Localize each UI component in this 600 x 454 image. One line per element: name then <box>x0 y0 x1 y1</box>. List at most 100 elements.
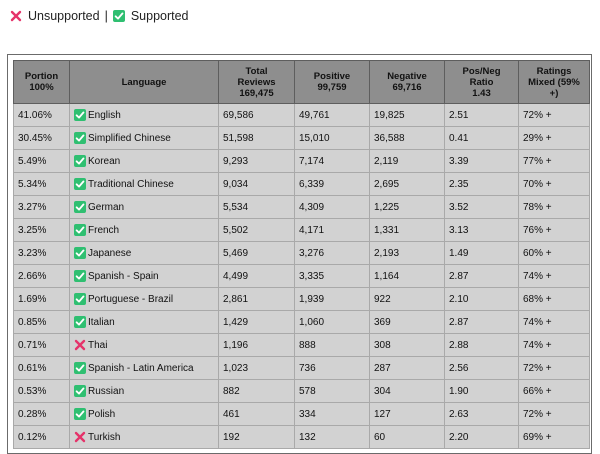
cell-pos-neg-ratio: 1.90 <box>444 379 519 403</box>
cell-positive: 49,761 <box>294 103 370 127</box>
green-check-icon <box>74 385 86 397</box>
cell-rating: 74% + <box>518 264 590 288</box>
cell-total-reviews: 69,586 <box>218 103 295 127</box>
cell-language: Spanish - Latin America <box>69 356 219 380</box>
green-check-icon <box>74 408 86 420</box>
header-ratings-mixed: Ratings Mixed (59% +) <box>518 60 590 104</box>
cell-language: Japanese <box>69 241 219 265</box>
cell-pos-neg-ratio: 3.39 <box>444 149 519 173</box>
table-row: 0.28% Polish 461 334 127 2.63 72% + <box>13 402 590 426</box>
cell-total-reviews: 51,598 <box>218 126 295 150</box>
header-total-reviews: Total Reviews 169,475 <box>218 60 295 104</box>
language-name: Spanish - Spain <box>88 270 159 282</box>
language-name: French <box>88 224 120 236</box>
cell-portion: 1.69% <box>13 287 70 311</box>
language-name: Turkish <box>88 431 121 443</box>
language-name: Traditional Chinese <box>88 178 174 190</box>
reviews-table-frame: Portion 100% Language Total Reviews 169,… <box>7 54 592 454</box>
cell-rating: 72% + <box>518 402 590 426</box>
cell-total-reviews: 2,861 <box>218 287 295 311</box>
cell-positive: 1,060 <box>294 310 370 334</box>
cell-negative: 60 <box>369 425 445 449</box>
cell-rating: 74% + <box>518 333 590 357</box>
red-cross-icon <box>10 10 22 22</box>
cell-total-reviews: 9,034 <box>218 172 295 196</box>
cell-language: Polish <box>69 402 219 426</box>
green-check-icon <box>74 293 86 305</box>
header-pos-neg-ratio: Pos/Neg Ratio 1.43 <box>444 60 519 104</box>
cell-language: Turkish <box>69 425 219 449</box>
cell-positive: 578 <box>294 379 370 403</box>
cell-positive: 132 <box>294 425 370 449</box>
cell-negative: 1,164 <box>369 264 445 288</box>
header-negative: Negative 69,716 <box>369 60 445 104</box>
cell-negative: 1,331 <box>369 218 445 242</box>
language-reviews-table: Portion 100% Language Total Reviews 169,… <box>13 60 590 449</box>
cell-positive: 4,309 <box>294 195 370 219</box>
cell-language: French <box>69 218 219 242</box>
cell-language: Italian <box>69 310 219 334</box>
cell-pos-neg-ratio: 2.87 <box>444 264 519 288</box>
cell-positive: 6,339 <box>294 172 370 196</box>
cell-pos-neg-ratio: 2.87 <box>444 310 519 334</box>
table-row: 5.49% Korean 9,293 7,174 2,119 3.39 77% + <box>13 149 590 173</box>
cell-negative: 127 <box>369 402 445 426</box>
cell-language: Thai <box>69 333 219 357</box>
language-name: Thai <box>88 339 108 351</box>
cell-rating: 69% + <box>518 425 590 449</box>
cell-rating: 72% + <box>518 356 590 380</box>
table-row: 3.27% German 5,534 4,309 1,225 3.52 78% + <box>13 195 590 219</box>
legend: Unsupported | Supported <box>10 9 189 23</box>
cell-language: English <box>69 103 219 127</box>
cell-pos-neg-ratio: 1.49 <box>444 241 519 265</box>
table-row: 30.45% Simplified Chinese 51,598 15,010 36,5… <box>13 126 590 150</box>
cell-portion: 0.85% <box>13 310 70 334</box>
language-name: Italian <box>88 316 115 328</box>
red-cross-icon <box>74 431 86 443</box>
cell-portion: 3.23% <box>13 241 70 265</box>
cell-negative: 287 <box>369 356 445 380</box>
cell-positive: 4,171 <box>294 218 370 242</box>
cell-portion: 0.61% <box>13 356 70 380</box>
cell-rating: 66% + <box>518 379 590 403</box>
table-row: 0.12% Turkish 192 132 60 2.20 69% + <box>13 425 590 449</box>
language-name: Portuguese - Brazil <box>88 293 174 305</box>
cell-total-reviews: 1,196 <box>218 333 295 357</box>
cell-total-reviews: 5,469 <box>218 241 295 265</box>
cell-total-reviews: 461 <box>218 402 295 426</box>
cell-positive: 15,010 <box>294 126 370 150</box>
green-check-icon <box>74 109 86 121</box>
green-check-icon <box>74 362 86 374</box>
green-check-icon <box>74 178 86 190</box>
cell-pos-neg-ratio: 2.51 <box>444 103 519 127</box>
cell-portion: 5.34% <box>13 172 70 196</box>
table-header-row: Portion 100% Language Total Reviews 169,… <box>13 60 590 104</box>
language-name: Japanese <box>88 247 132 259</box>
cell-negative: 19,825 <box>369 103 445 127</box>
cell-rating: 77% + <box>518 149 590 173</box>
language-name: Korean <box>88 155 121 167</box>
table-body: 41.06% English 69,586 49,761 19,825 2.51 72% +… <box>13 103 590 449</box>
language-name: Simplified Chinese <box>88 132 171 144</box>
cell-total-reviews: 9,293 <box>218 149 295 173</box>
cell-negative: 308 <box>369 333 445 357</box>
cell-rating: 60% + <box>518 241 590 265</box>
cell-portion: 2.66% <box>13 264 70 288</box>
header-language: Language <box>69 60 219 104</box>
language-name: Polish <box>88 408 116 420</box>
cell-pos-neg-ratio: 0.41 <box>444 126 519 150</box>
table-row: 0.61% Spanish - Latin America 1,023 736 287 2… <box>13 356 590 380</box>
cell-pos-neg-ratio: 2.56 <box>444 356 519 380</box>
cell-negative: 1,225 <box>369 195 445 219</box>
cell-language: Russian <box>69 379 219 403</box>
legend-supported: Supported <box>112 9 189 23</box>
cell-pos-neg-ratio: 2.63 <box>444 402 519 426</box>
cell-language: Traditional Chinese <box>69 172 219 196</box>
red-cross-icon <box>74 339 86 351</box>
cell-pos-neg-ratio: 3.52 <box>444 195 519 219</box>
cell-language: Spanish - Spain <box>69 264 219 288</box>
cell-negative: 922 <box>369 287 445 311</box>
table-row: 41.06% English 69,586 49,761 19,825 2.51 72% + <box>13 103 590 127</box>
cell-total-reviews: 5,534 <box>218 195 295 219</box>
green-check-icon <box>74 270 86 282</box>
